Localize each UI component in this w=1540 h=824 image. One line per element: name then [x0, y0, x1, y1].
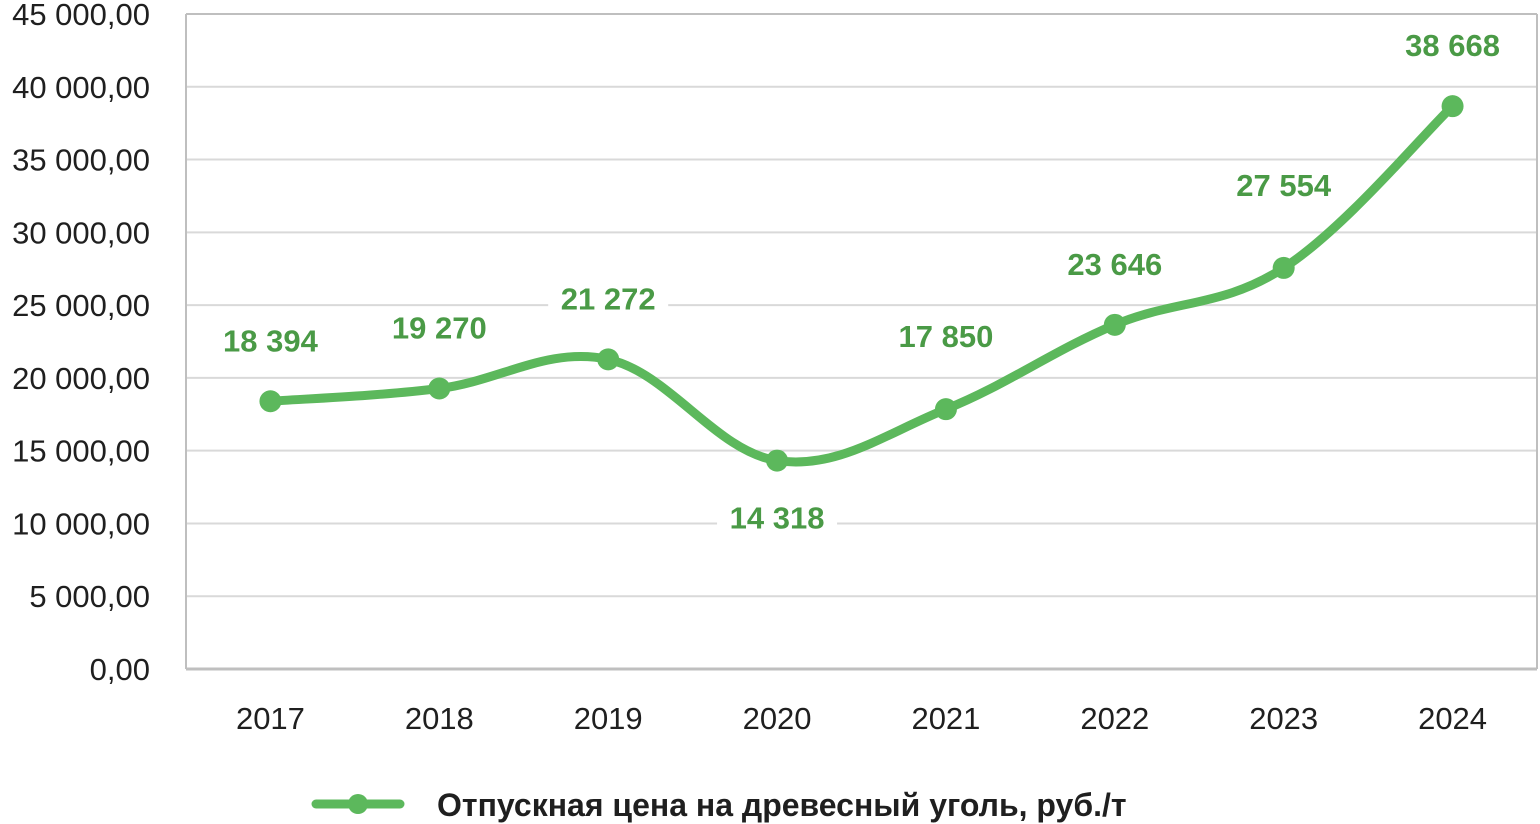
data-point-marker: [766, 449, 789, 472]
data-label: 18 394: [223, 323, 319, 358]
y-axis-ticks: 0,00 5 000,00 10 000,00 15 000,00 20 000,00 2…: [12, 0, 150, 687]
y-tick-label: 20 000,00: [12, 361, 150, 396]
data-label: 21 272: [561, 281, 656, 316]
legend-marker: [348, 794, 368, 814]
y-tick-label: 30 000,00: [12, 215, 150, 250]
data-label-bg: [1054, 244, 1175, 285]
y-tick-label: 40 000,00: [12, 70, 150, 105]
data-point-marker: [259, 390, 282, 413]
data-point-marker: [1272, 256, 1295, 279]
data-label: 27 554: [1236, 168, 1332, 203]
data-label-bg: [379, 308, 500, 349]
data-point-marker: [934, 398, 957, 421]
y-tick-label: 0,00: [90, 652, 150, 687]
legend-label: Отпускная цена на древесный уголь, руб./…: [437, 787, 1127, 823]
x-tick-label: 2021: [911, 701, 980, 736]
grid-lines: [185, 13, 1538, 671]
y-tick-label: 25 000,00: [12, 288, 150, 323]
x-tick-label: 2024: [1418, 701, 1487, 736]
data-labels: 18 394 19 270 21 272 14 318 17 850 23 646 27 5…: [210, 26, 1513, 539]
y-tick-label: 10 000,00: [12, 506, 150, 541]
data-label: 14 318: [730, 501, 825, 536]
data-label-bg: [1392, 26, 1513, 67]
data-label-bg: [1223, 165, 1344, 206]
x-tick-label: 2023: [1249, 701, 1318, 736]
data-label: 17 850: [899, 319, 994, 354]
x-tick-label: 2020: [743, 701, 812, 736]
data-label-bg: [885, 317, 1006, 358]
x-tick-label: 2022: [1080, 701, 1149, 736]
legend: Отпускная цена на древесный уголь, руб./…: [311, 787, 1127, 823]
y-tick-label: 45 000,00: [12, 0, 150, 32]
data-label: 23 646: [1067, 247, 1162, 282]
data-point-marker: [597, 348, 620, 371]
series-group: [259, 95, 1464, 472]
x-axis-ticks: 2017 2018 2019 2020 2021 2022 2023 2024: [236, 701, 1487, 736]
y-tick-label: 5 000,00: [29, 579, 150, 614]
data-point-marker: [1103, 313, 1126, 336]
data-label-bg: [210, 321, 331, 362]
data-point-marker: [428, 377, 451, 400]
data-label: 19 270: [392, 311, 487, 346]
data-point-marker: [1441, 95, 1464, 118]
data-label-bg: [548, 279, 669, 320]
x-tick-label: 2017: [236, 701, 305, 736]
y-tick-label: 35 000,00: [12, 143, 150, 178]
x-tick-label: 2018: [405, 701, 474, 736]
data-label: 38 668: [1405, 28, 1500, 63]
data-label-bg: [717, 498, 838, 539]
x-tick-label: 2019: [574, 701, 643, 736]
y-tick-label: 15 000,00: [12, 434, 150, 469]
